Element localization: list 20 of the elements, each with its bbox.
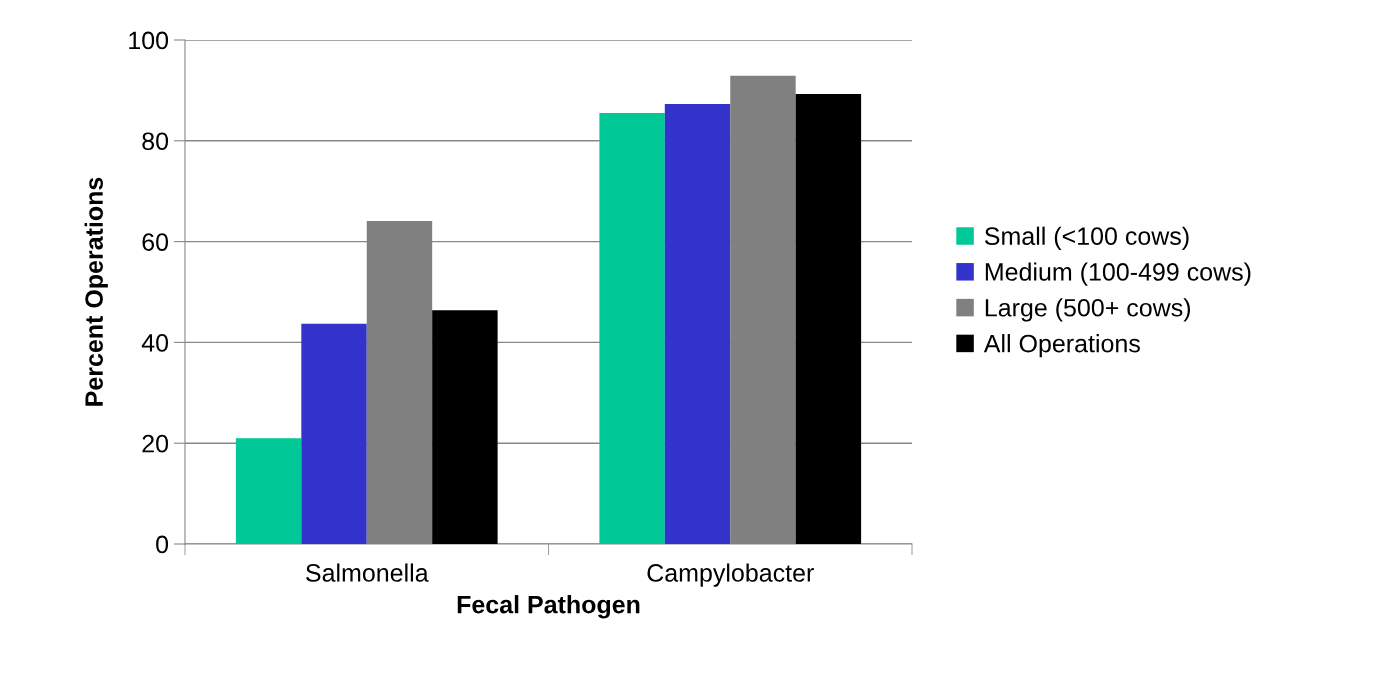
bar: [235, 438, 302, 544]
bar: [795, 93, 862, 544]
y-tick-label: 60: [142, 233, 169, 251]
legend-label: Medium (100-499 cows): [985, 262, 1251, 286]
x-axis-title: Fecal Pathogen: [457, 595, 640, 619]
legend-label: All Operations: [983, 334, 1140, 358]
bar: [599, 113, 665, 544]
y-tick-label: 40: [141, 334, 169, 352]
y-tick-label: 100: [129, 31, 169, 50]
legend-label: Small (<100 cows): [984, 226, 1189, 250]
x-tick-label: Campylobacter: [647, 563, 814, 587]
bar: [301, 323, 367, 544]
bar: [432, 310, 498, 544]
y-tick-label: 20: [142, 434, 169, 453]
y-axis-title: Percent Operations: [84, 177, 108, 406]
y-tick-label: 80: [142, 132, 169, 151]
legend-label: Large (500+ cows): [985, 298, 1191, 322]
bar: [664, 104, 731, 544]
y-tick-label: 0: [156, 535, 169, 554]
x-tick-label: Salmonella: [306, 563, 429, 582]
